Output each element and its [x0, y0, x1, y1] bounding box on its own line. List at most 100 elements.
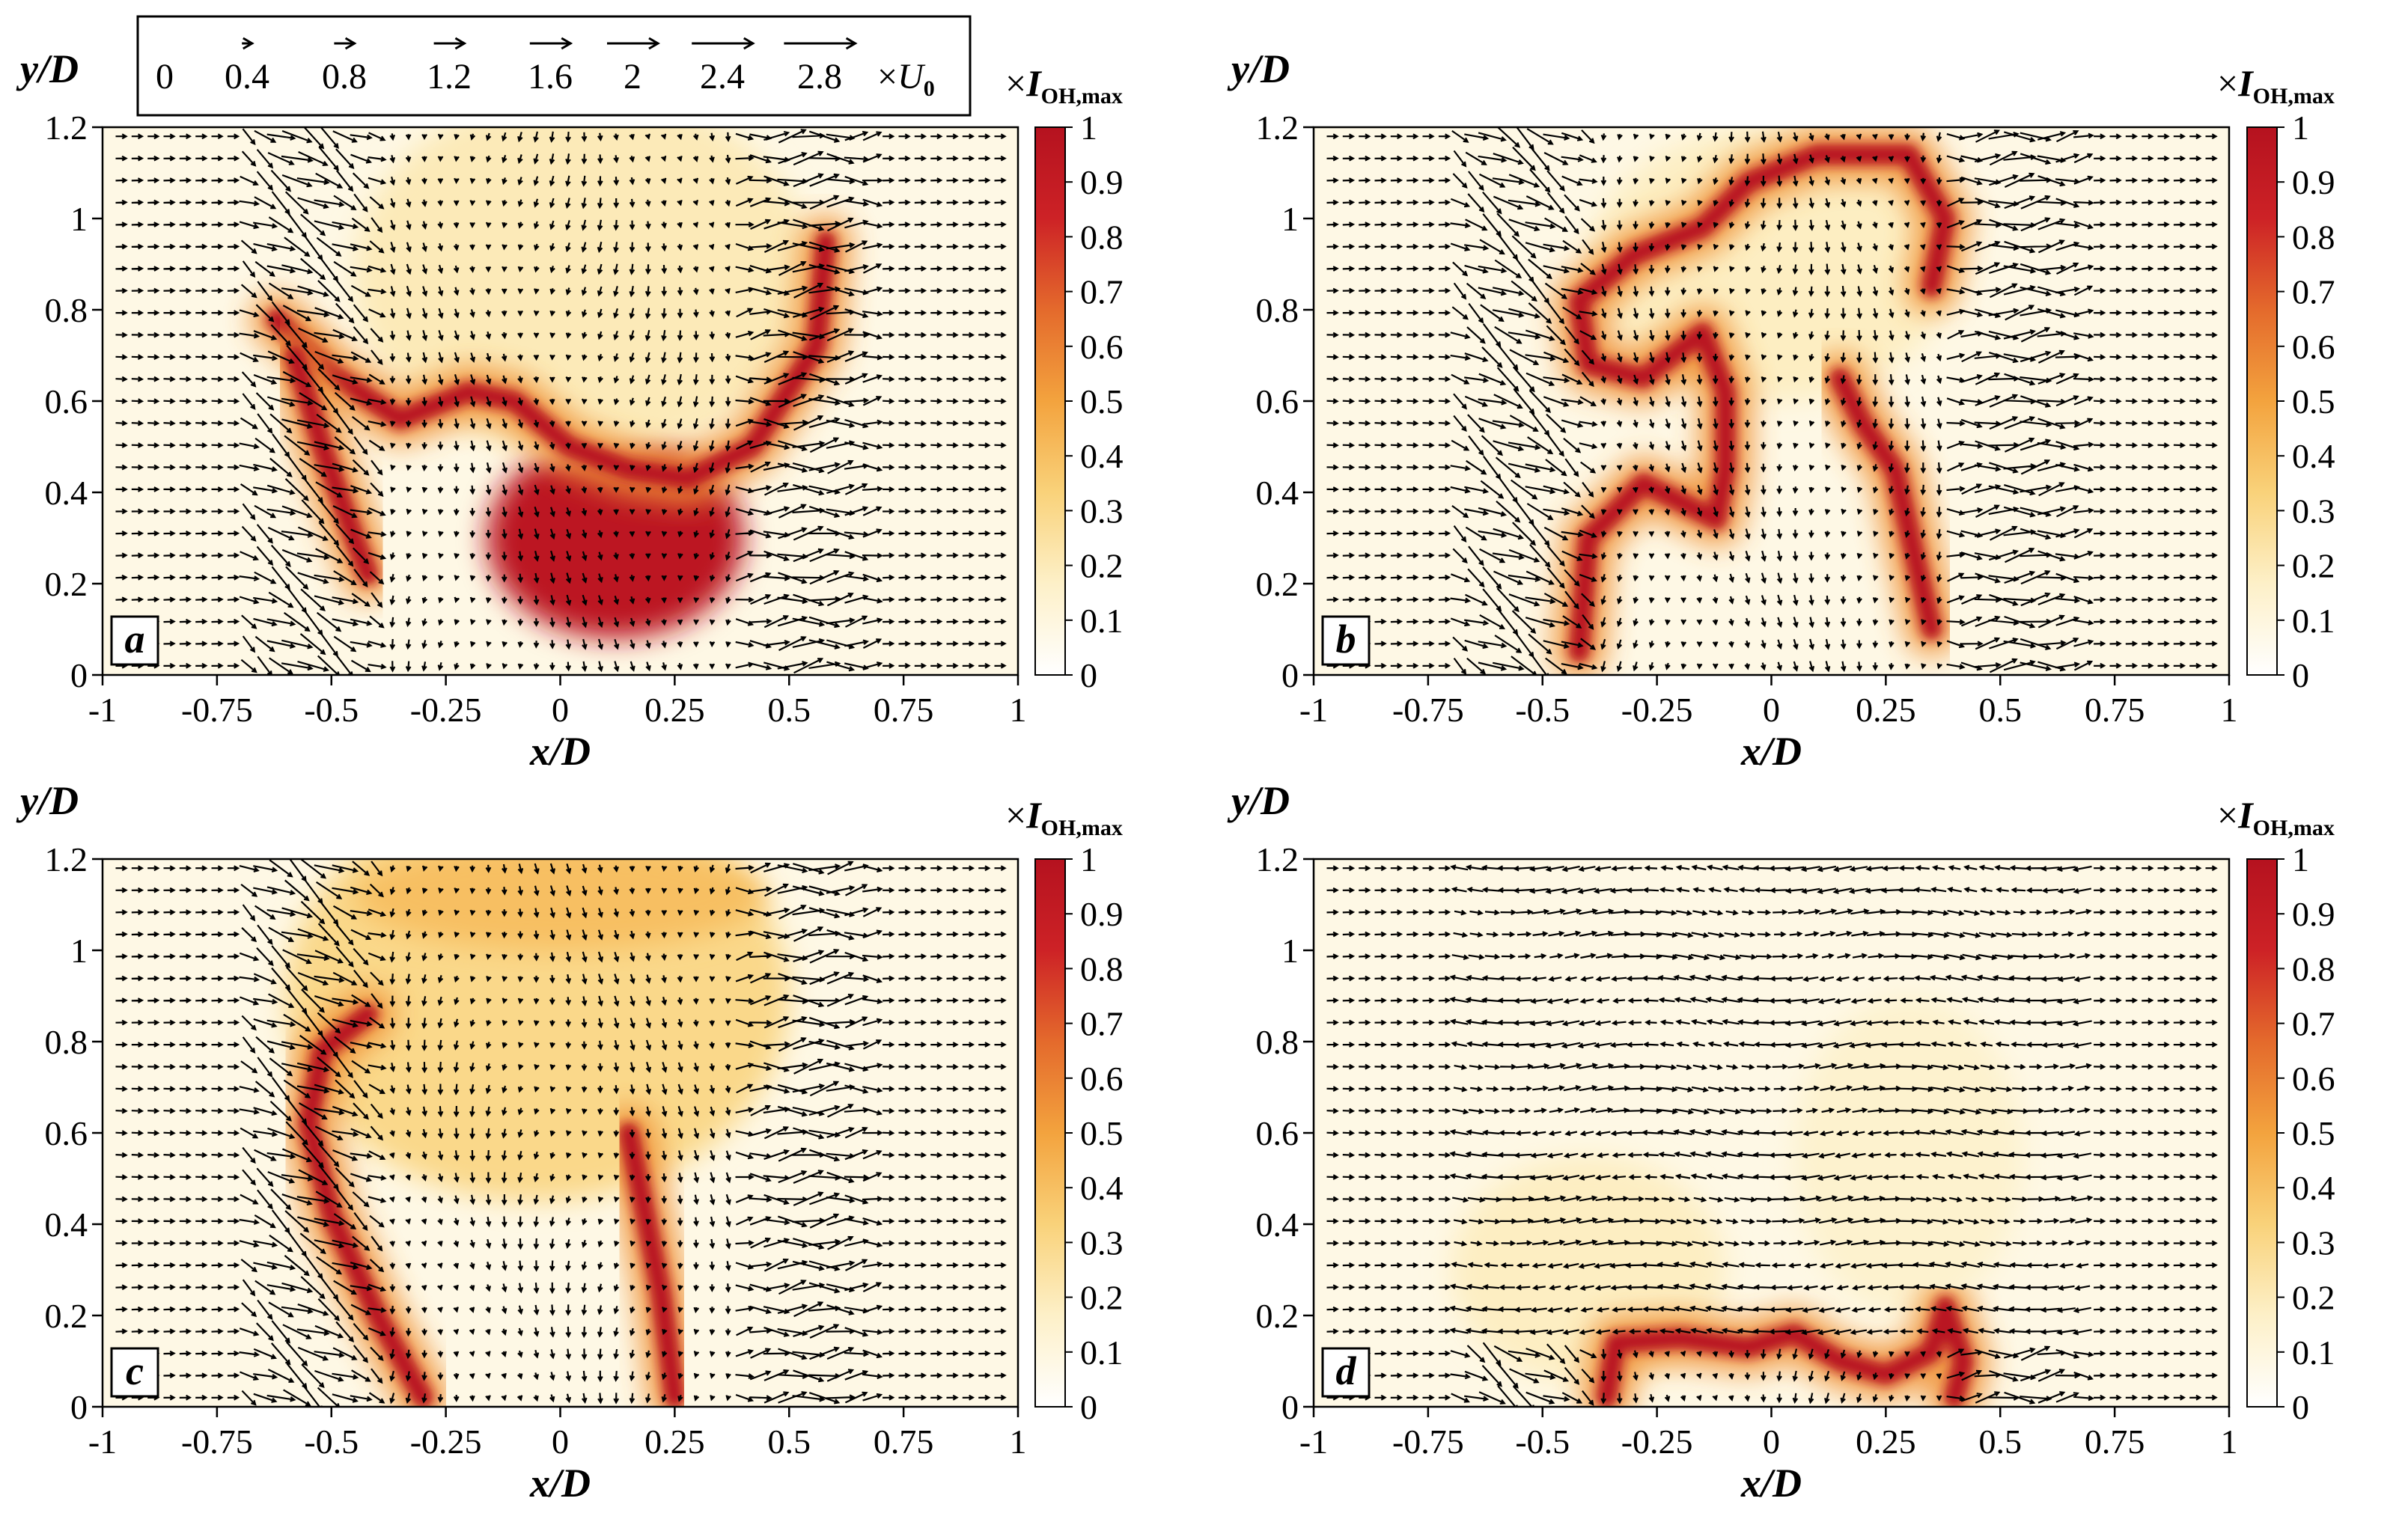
colorbar-tick-label: 0.5 — [1080, 1114, 1124, 1152]
y-tick-label: 1 — [70, 200, 88, 238]
colorbar-tick-label: 0.5 — [2292, 382, 2335, 421]
legend-arrow — [242, 37, 254, 50]
flame-front — [1568, 144, 1956, 663]
legend-entry: 2.4 — [700, 57, 745, 97]
panel-label: d — [1336, 1348, 1357, 1393]
panel-b: -1 -0.75 -0.5 -0.25 0 0.25 0.5 0.75 1 0 0.2 0.4 0.6 0… — [1227, 46, 2335, 774]
y-tick-label: 1 — [70, 932, 88, 970]
colorbar-tick-label: 0.3 — [1080, 492, 1124, 530]
y-tick-label: 0.8 — [1256, 291, 1299, 329]
flame-front — [298, 1003, 433, 1407]
colorbar-tick-label: 0.4 — [2292, 437, 2335, 475]
colorbar-tick-label: 0.6 — [2292, 1060, 2335, 1098]
y-tick-label: 0.4 — [1256, 474, 1299, 512]
colorbar-tick-label: 0.2 — [2292, 547, 2335, 585]
vector-legend-frame — [136, 15, 972, 117]
y-axis-label: y/D — [16, 46, 79, 91]
colorbar-tick-label: 1 — [2292, 840, 2309, 878]
colorbar-gradient — [1034, 858, 1066, 1408]
colorbar-tick-label: 0.9 — [1080, 895, 1124, 933]
x-tick-label: 0 — [552, 1422, 569, 1461]
legend-entry: 2.8 — [797, 57, 842, 97]
x-tick-label: -1 — [88, 1422, 117, 1461]
panel-d: -1 -0.75 -0.5 -0.25 0 0.25 0.5 0.75 1 0 0.2 0.4 0.6 0… — [1227, 778, 2335, 1506]
colorbar-tick-label: 0 — [2292, 1388, 2309, 1426]
x-tick-label: -1 — [1299, 1422, 1328, 1461]
x-tick-label: -0.75 — [181, 691, 253, 729]
x-tick-label: -0.5 — [304, 1422, 359, 1461]
colorbar-tick-label: 0.2 — [2292, 1279, 2335, 1317]
colorbar-tick-label: 0 — [1080, 1388, 1097, 1426]
x-tick-label: 0.25 — [1856, 691, 1916, 729]
colorbar-gradient — [2246, 858, 2278, 1408]
panel-label-box — [110, 615, 159, 666]
x-tick-label: -0.5 — [1515, 691, 1570, 729]
panel-label: c — [126, 1348, 144, 1393]
colorbar-tick-label: 0.3 — [2292, 492, 2335, 530]
x-tick-label: -0.25 — [1621, 691, 1693, 729]
y-tick-label: 1.2 — [45, 109, 88, 147]
x-axis-label: x/D — [1740, 729, 1802, 774]
x-axis-label: x/D — [529, 729, 591, 774]
colorbar-label: ×IOH,max — [1005, 62, 1123, 109]
y-tick-label: 0.8 — [1256, 1023, 1299, 1061]
y-tick-label: 0.4 — [1256, 1205, 1299, 1244]
colorbar: 1 0.9 0.8 0.7 0.6 0.5 0.4 0.3 0.2 0.1 0 ×IOH,max — [2217, 62, 2335, 694]
x-tick-label: 0.5 — [768, 691, 811, 729]
colorbar-tick-label: 0.1 — [2292, 602, 2335, 640]
intensity-blob — [285, 859, 790, 1202]
panel-a: -1 -0.75 -0.5 -0.25 0 0.25 0.5 0.75 1 0 0.2 0.4 0.6 0… — [16, 46, 1124, 774]
colorbar: 1 0.9 0.8 0.7 0.6 0.5 0.4 0.3 0.2 0.1 0 ×IOH,max — [1005, 794, 1124, 1426]
x-tick-label: 1 — [2221, 691, 2238, 729]
colorbar: 1 0.9 0.8 0.7 0.6 0.5 0.4 0.3 0.2 0.1 0 ×IOH,max — [2217, 794, 2335, 1426]
y-tick-label: 1.2 — [1256, 109, 1299, 147]
y-axis-label: y/D — [16, 778, 79, 823]
y-tick-label: 0.2 — [45, 1297, 88, 1335]
legend-entry: 0 — [156, 57, 174, 97]
colorbar-tick-label: 0.9 — [2292, 163, 2335, 201]
colorbar-tick-label: 0.8 — [2292, 218, 2335, 256]
colorbar-tick-label: 0.3 — [2292, 1223, 2335, 1262]
colorbar-tick-label: 0.1 — [1080, 1333, 1124, 1372]
legend-entry: 2 — [624, 57, 641, 97]
panel-label: b — [1336, 617, 1356, 661]
legend-entry: 1.2 — [427, 57, 472, 97]
y-tick-label: 0.6 — [1256, 382, 1299, 421]
panel-c: -1 -0.75 -0.5 -0.25 0 0.25 0.5 0.75 1 0 0.2 0.4 0.6 0… — [16, 778, 1124, 1506]
panel-label-box — [110, 1347, 159, 1398]
x-tick-label: 0.5 — [1979, 1422, 2023, 1461]
flame-front — [1829, 367, 1942, 640]
x-tick-label: -0.75 — [1392, 691, 1464, 729]
velocity-vectors — [115, 127, 1007, 675]
colorbar-tick-label: 1 — [1080, 109, 1097, 147]
x-tick-label: 0.75 — [2085, 1422, 2145, 1461]
colorbar-tick-label: 0.7 — [2292, 1005, 2335, 1043]
colorbar-tick-label: 0.8 — [1080, 950, 1124, 988]
velocity-vectors — [1326, 127, 2218, 675]
legend-entry: 1.6 — [528, 57, 573, 97]
colorbar-tick-label: 0.4 — [1080, 1169, 1124, 1207]
y-tick-label: 0.6 — [45, 382, 88, 421]
x-tick-label: 0.75 — [874, 1422, 934, 1461]
flame-front — [1596, 1295, 1975, 1407]
colorbar-gradient — [2246, 126, 2278, 676]
colorbar-label: ×IOH,max — [2217, 62, 2335, 109]
intensity-blob — [354, 859, 766, 950]
colorbar-tick-label: 0.6 — [1080, 328, 1124, 366]
y-tick-label: 0.8 — [45, 291, 88, 329]
y-tick-label: 0 — [70, 1388, 88, 1426]
panel-label: a — [125, 617, 145, 661]
panel-label-box — [1321, 1347, 1371, 1398]
x-axis-label: x/D — [529, 1461, 591, 1506]
colorbar-tick-label: 0.7 — [2292, 273, 2335, 311]
colorbar-tick-label: 0.7 — [1080, 1005, 1124, 1043]
colorbar-tick-label: 0 — [2292, 656, 2309, 694]
colorbar-tick-label: 0.8 — [1080, 218, 1124, 256]
colorbar-tick-label: 0.1 — [1080, 602, 1124, 640]
panel-label-box — [1321, 615, 1371, 666]
x-tick-label: -0.25 — [1621, 1422, 1693, 1461]
x-tick-label: -0.75 — [1392, 1422, 1464, 1461]
y-tick-label: 1 — [1281, 200, 1299, 238]
oh-intensity-field — [1552, 127, 1972, 675]
legend-entry: 0.4 — [225, 57, 269, 97]
